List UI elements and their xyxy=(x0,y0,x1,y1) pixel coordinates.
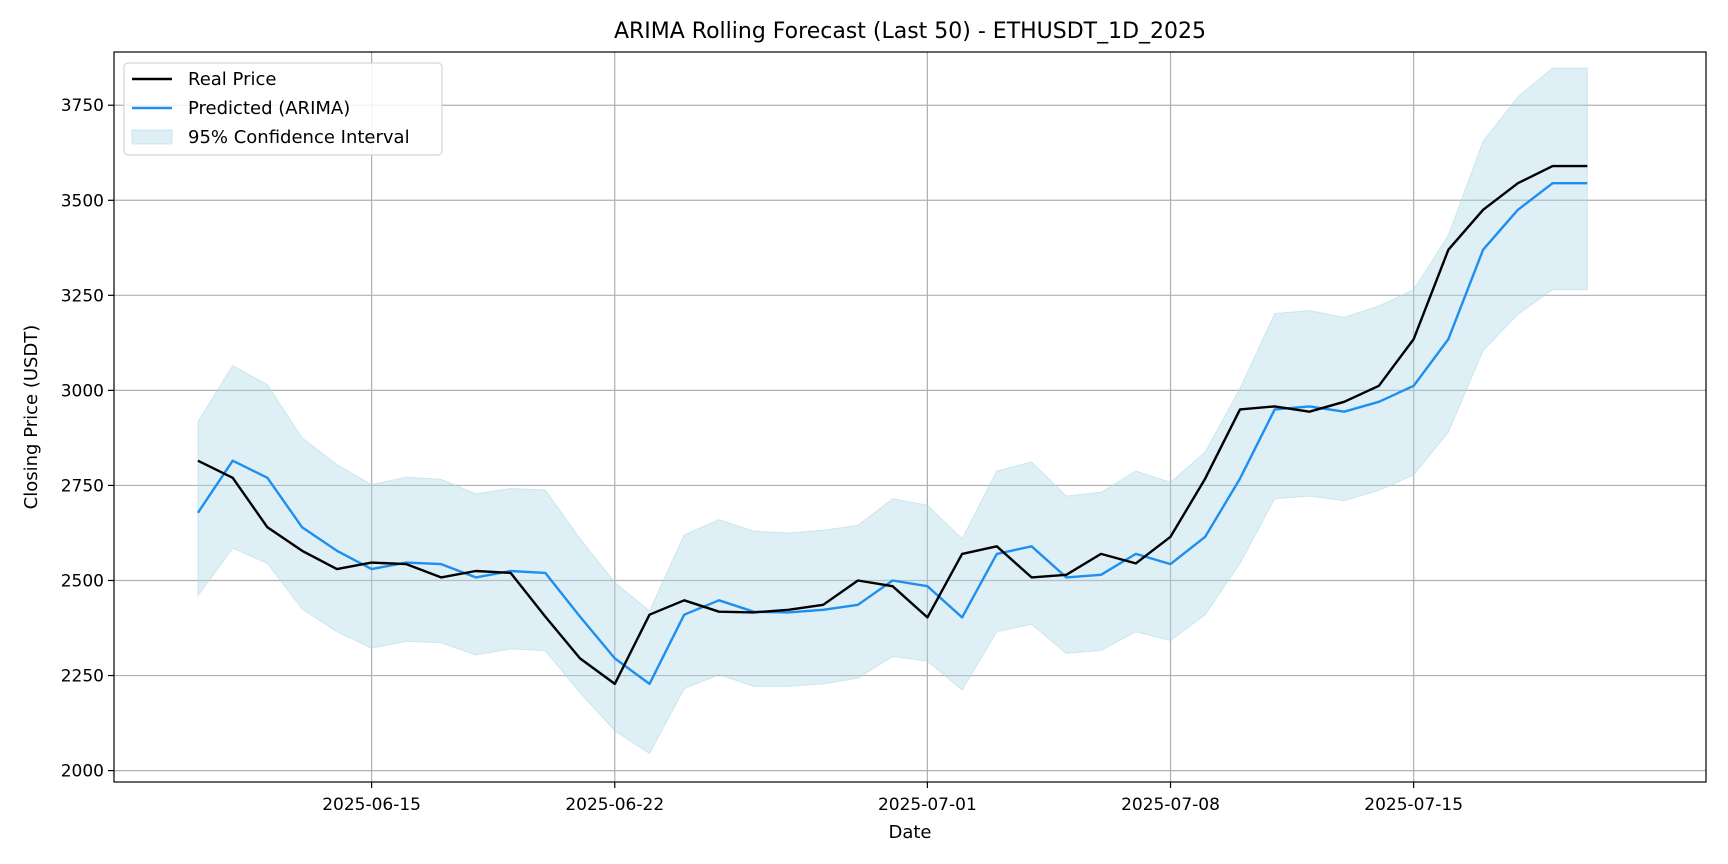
y-axis-label: Closing Price (USDT) xyxy=(21,325,42,510)
y-tick-label: 3000 xyxy=(61,381,104,401)
legend-label-real-price: Real Price xyxy=(188,69,276,90)
y-tick-label: 3750 xyxy=(61,96,104,116)
x-tick-label: 2025-07-15 xyxy=(1364,795,1463,815)
y-tick-label: 3250 xyxy=(61,286,104,306)
y-axis-ticks: 2000 2250 2500 2750 3000 3250 3500 3750 xyxy=(61,96,114,782)
confidence-interval-band xyxy=(197,67,1588,755)
y-tick-label: 2750 xyxy=(61,476,104,496)
confidence-interval-area xyxy=(197,67,1588,755)
y-tick-label: 2000 xyxy=(61,762,104,782)
x-axis-label: Date xyxy=(888,822,931,843)
x-tick-label: 2025-06-15 xyxy=(322,795,421,815)
legend-swatch-confidence-interval xyxy=(131,129,173,145)
x-axis-ticks: 2025-06-15 2025-06-22 2025-07-01 2025-07-08… xyxy=(322,782,1463,815)
x-tick-label: 2025-07-08 xyxy=(1121,795,1220,815)
plot-frame xyxy=(113,51,1707,783)
legend-box xyxy=(123,62,443,156)
series-lines xyxy=(196,164,1588,686)
y-tick-label: 2250 xyxy=(61,667,104,687)
legend-label-confidence-interval: 95% Confidence Interval xyxy=(188,127,410,148)
legend: Real Price Predicted (ARIMA) 95% Confidenc… xyxy=(123,62,443,156)
chart-title: ARIMA Rolling Forecast (Last 50) - ETHUS… xyxy=(614,19,1206,44)
x-tick-label: 2025-06-22 xyxy=(565,795,664,815)
x-tick-label: 2025-07-01 xyxy=(878,795,977,815)
series-line-real-price xyxy=(197,164,1588,686)
series-line-predicted-arima xyxy=(196,181,1588,686)
legend-label-predicted-arima: Predicted (ARIMA) xyxy=(188,98,350,119)
y-tick-label: 3500 xyxy=(61,191,104,211)
y-tick-label: 2500 xyxy=(61,571,104,591)
